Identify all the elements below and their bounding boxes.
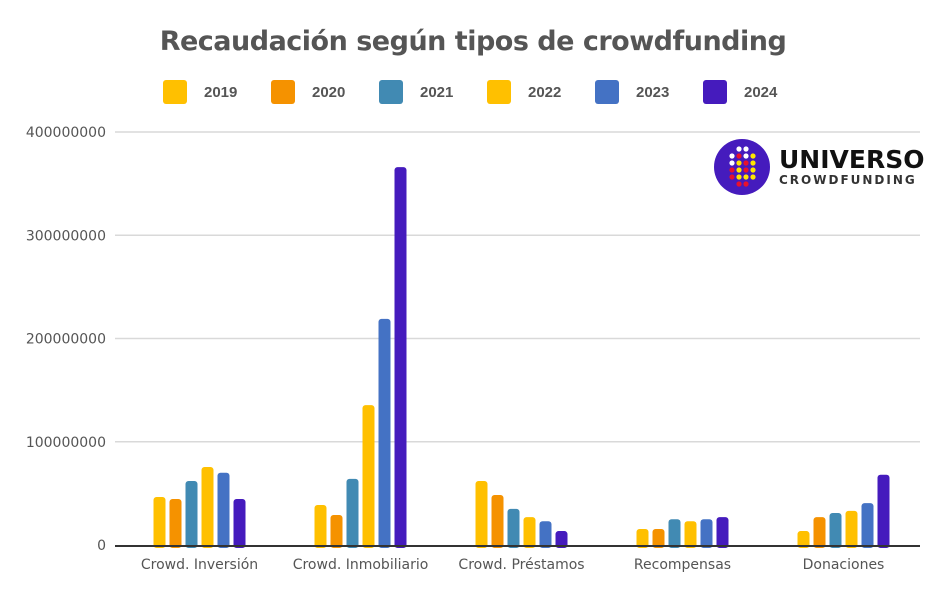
- x-tick-label: Recompensas: [634, 557, 731, 573]
- logo-dot: [729, 160, 735, 166]
- legend-item: 2019: [163, 80, 271, 104]
- x-tick-label: Crowd. Inversión: [141, 557, 258, 573]
- legend: 2019 2020 2021 2022 2023 2024: [163, 80, 811, 104]
- y-tick-label: 0: [97, 538, 106, 554]
- x-tick-label: Donaciones: [803, 557, 885, 573]
- bar-2024-1: [394, 167, 407, 549]
- legend-item: 2021: [379, 80, 487, 104]
- bar-2022-1: [362, 405, 375, 548]
- logo-line2: CROWDFUNDING: [779, 173, 917, 187]
- legend-item: 2022: [487, 80, 595, 104]
- y-tick-label: 100000000: [26, 435, 106, 451]
- bar-2019-3: [636, 528, 649, 548]
- bar-2023-2: [539, 521, 552, 548]
- bar-2024-0: [233, 499, 246, 548]
- legend-label: 2019: [204, 83, 238, 101]
- bar-2019-4: [797, 531, 810, 548]
- legend-swatch: [703, 80, 727, 104]
- bar-2022-4: [845, 510, 858, 548]
- x-tick-label: Crowd. Préstamos: [458, 557, 584, 573]
- logo-dot: [750, 153, 756, 159]
- logo-dot: [743, 160, 749, 166]
- y-tick-label: 300000000: [26, 228, 106, 244]
- bar-2024-4: [877, 474, 890, 548]
- logo-dot: [736, 174, 742, 180]
- legend-item: 2023: [595, 80, 703, 104]
- logo-dot: [743, 181, 749, 187]
- bar-2022-2: [523, 517, 536, 548]
- logo-dot: [736, 181, 742, 187]
- chart-title: Recaudación según tipos de crowdfunding: [159, 26, 787, 57]
- logo-dots-icon: [714, 139, 770, 195]
- logo-dot: [750, 174, 756, 180]
- legend-swatch: [595, 80, 619, 104]
- bar-2023-3: [700, 519, 713, 548]
- bar-2022-0: [201, 467, 214, 548]
- bar-2023-1: [378, 318, 391, 548]
- legend-swatch: [487, 80, 511, 104]
- logo-dot: [743, 174, 749, 180]
- bar-2020-1: [330, 515, 343, 548]
- bar-2021-3: [668, 519, 681, 548]
- logo-dot: [729, 167, 735, 173]
- legend-label: 2020: [312, 83, 346, 101]
- bar-2020-2: [491, 495, 504, 548]
- bar-2024-3: [716, 517, 729, 548]
- logo-dot: [729, 153, 735, 159]
- bar-2019-0: [153, 496, 166, 548]
- bar-2021-4: [829, 512, 842, 548]
- legend-label: 2023: [636, 83, 670, 101]
- logo-dot: [729, 174, 735, 180]
- bar-2019-1: [314, 505, 327, 548]
- logo-dot: [743, 167, 749, 173]
- bar-2022-3: [684, 521, 697, 548]
- bar-2023-4: [861, 503, 874, 548]
- legend-item: 2024: [703, 80, 811, 104]
- logo-dot: [750, 160, 756, 166]
- logo-dot: [736, 153, 742, 159]
- logo-dot: [736, 146, 742, 152]
- bar-2023-0: [217, 472, 230, 548]
- bar-2020-0: [169, 499, 182, 548]
- y-tick-label: 200000000: [26, 332, 106, 348]
- legend-label: 2021: [420, 83, 454, 101]
- logo-dot: [736, 160, 742, 166]
- y-tick-label: 400000000: [26, 125, 106, 141]
- logo-line1: UNIVERSO: [779, 145, 925, 174]
- logo-dot: [743, 146, 749, 152]
- bar-2019-2: [475, 480, 488, 548]
- bar-2021-0: [185, 480, 198, 548]
- legend-swatch: [379, 80, 403, 104]
- logo-dot: [736, 167, 742, 173]
- logo-dot: [750, 167, 756, 173]
- legend-swatch: [271, 80, 295, 104]
- logo-dot: [743, 153, 749, 159]
- legend-label: 2022: [528, 83, 562, 101]
- bar-2020-4: [813, 517, 826, 548]
- bar-2021-2: [507, 508, 520, 548]
- legend-item: 2020: [271, 80, 379, 104]
- legend-label: 2024: [744, 83, 778, 101]
- bar-2024-2: [555, 531, 568, 548]
- legend-swatch: [163, 80, 187, 104]
- bar-2021-1: [346, 478, 359, 548]
- bar-2020-3: [652, 528, 665, 548]
- x-tick-label: Crowd. Inmobiliario: [293, 557, 429, 573]
- universo-crowdfunding-logo: UNIVERSO CROWDFUNDING: [713, 138, 924, 196]
